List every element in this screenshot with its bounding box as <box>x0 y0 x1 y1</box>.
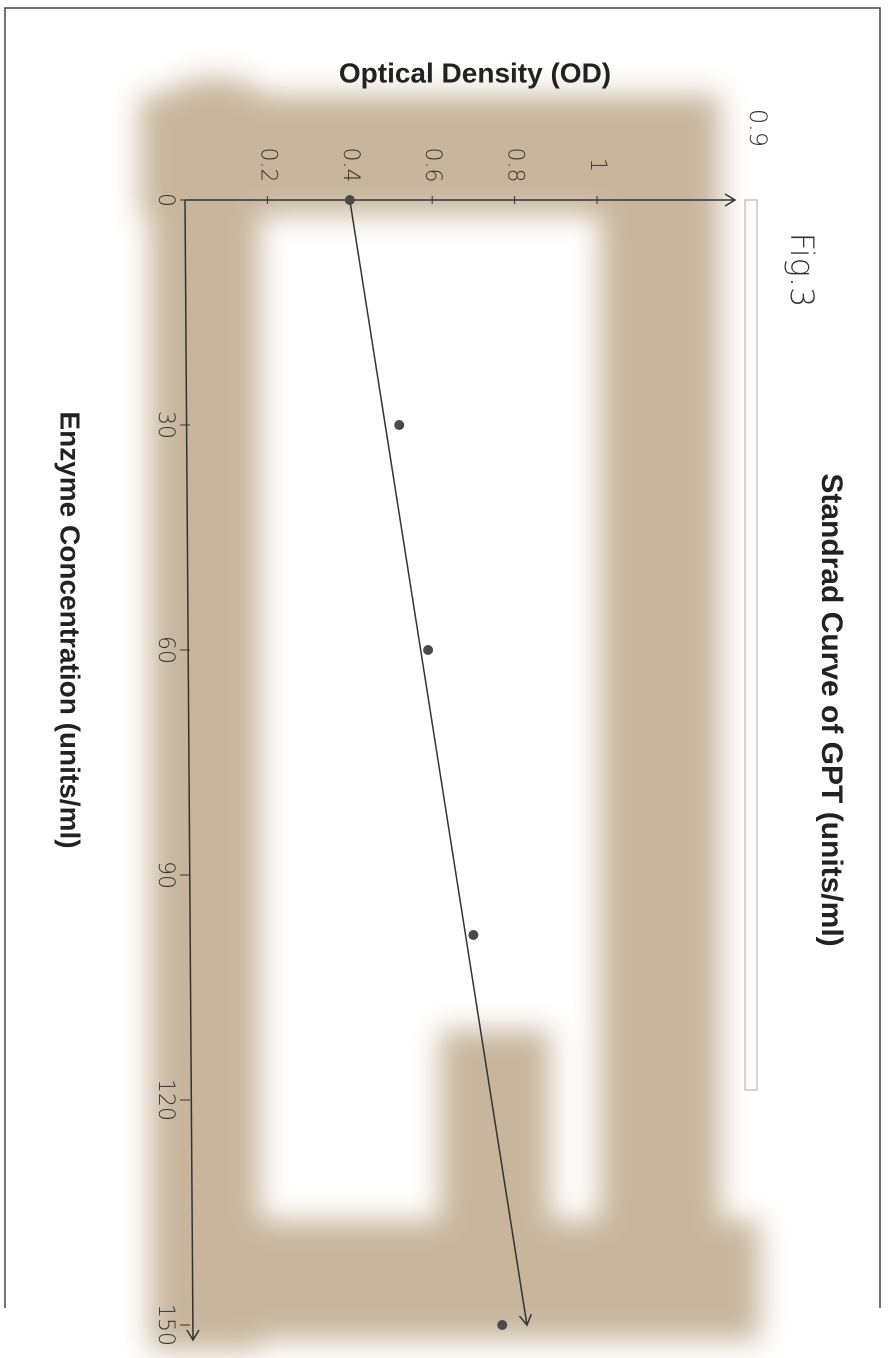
data-point <box>423 645 433 655</box>
data-point <box>497 1320 507 1330</box>
y-tick-label: 0.6 <box>420 148 445 183</box>
figure-label: Fig.3 <box>783 233 821 308</box>
x-tick-label: 30 <box>153 411 178 439</box>
y-tick-label: 0.8 <box>503 148 528 183</box>
x-tick-label: 60 <box>153 636 178 664</box>
chart-title: Standrad Curve of GPT (units/ml) <box>815 473 848 946</box>
data-point <box>394 420 404 430</box>
x-tick-label: 90 <box>153 861 178 889</box>
chart: Fig.3 Standrad Curve of GPT (units/ml) O… <box>0 0 890 1358</box>
y-tick-label: 0.4 <box>338 148 363 183</box>
x-tick-label: 120 <box>153 1079 178 1121</box>
x-tick-label: 0 <box>153 193 178 207</box>
data-point <box>345 195 355 205</box>
x-axis-label: Enzyme Concentration (units/ml) <box>55 411 86 848</box>
annotation: 0.9 <box>744 109 772 147</box>
y-tick-label: 0.2 <box>255 148 280 183</box>
y-tick-label: 1 <box>585 158 610 172</box>
y-axis-label: Optical Density (OD) <box>339 57 611 88</box>
data-point <box>468 930 478 940</box>
x-tick-label: 150 <box>153 1304 178 1346</box>
